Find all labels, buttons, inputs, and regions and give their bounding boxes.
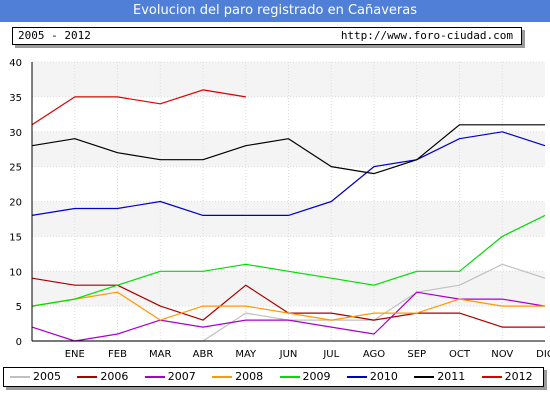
plot-band — [32, 271, 545, 307]
plot-band — [32, 62, 545, 97]
legend-label: 2008 — [235, 370, 264, 383]
x-tick-label: AGO — [363, 349, 385, 360]
legend-label: 2006 — [100, 370, 129, 383]
x-tick-label: DIC — [536, 349, 550, 360]
x-tick-label: MAR — [149, 349, 171, 360]
x-tick-label: SEP — [407, 349, 426, 360]
legend-label: 2012 — [504, 370, 533, 383]
x-tick-label: MAY — [235, 349, 257, 360]
tick-labels: 0 5 10 15 20 25 30 35 40 ENE FEB MAR ABR MAY JUN JUL AGO… — [9, 58, 550, 360]
series-line-2008 — [31, 291, 545, 321]
y-tick-label: 35 — [9, 93, 22, 104]
y-tick-label: 0 — [16, 337, 22, 348]
legend-label: 2005 — [33, 370, 61, 383]
period-label: 2005 - 2012 — [18, 29, 91, 42]
chart-title: Evolucion del paro registrado en Cañaver… — [0, 0, 550, 22]
legend-swatch — [346, 376, 367, 378]
x-tick-label: FEB — [108, 349, 127, 360]
y-tick-label: 5 — [16, 302, 22, 313]
legend-swatch — [279, 376, 300, 378]
legend-swatch — [144, 376, 165, 378]
x-tick-label: ABR — [193, 349, 214, 360]
legend-label: 2010 — [369, 370, 398, 383]
x-tick-label: JUL — [322, 349, 339, 360]
legend-swatch — [10, 376, 30, 378]
x-tick-label: NOV — [491, 349, 513, 360]
series-line-2011 — [31, 124, 545, 175]
series-line-2010 — [31, 131, 546, 216]
legend-swatch — [77, 376, 98, 378]
x-tick-label: JUN — [279, 349, 298, 360]
legend-label: 2011 — [437, 370, 466, 383]
legend-swatch — [414, 376, 435, 378]
legend-swatch — [212, 376, 233, 378]
legend: 2005 2006 2007 2008 2009 2010 2011 2012 — [3, 367, 544, 387]
legend-label: 2007 — [167, 370, 196, 383]
legend-label: 2009 — [302, 370, 331, 383]
series-line-2012 — [31, 89, 246, 126]
y-tick-label: 15 — [9, 232, 22, 243]
source-url: http://www.foro-ciudad.com — [340, 29, 513, 42]
series-line-2009 — [31, 214, 546, 307]
y-tick-label: 40 — [9, 58, 22, 69]
y-tick-label: 10 — [9, 267, 22, 278]
y-tick-label: 20 — [9, 198, 22, 209]
legend-swatch — [481, 376, 502, 378]
info-box: 2005 - 2012 http://www.foro-ciudad.com — [12, 27, 522, 45]
x-tick-label: OCT — [449, 349, 471, 360]
x-tick-label: ENE — [65, 349, 85, 360]
axes — [31, 62, 545, 342]
y-tick-label: 25 — [9, 163, 22, 174]
y-tick-label: 30 — [9, 128, 22, 139]
